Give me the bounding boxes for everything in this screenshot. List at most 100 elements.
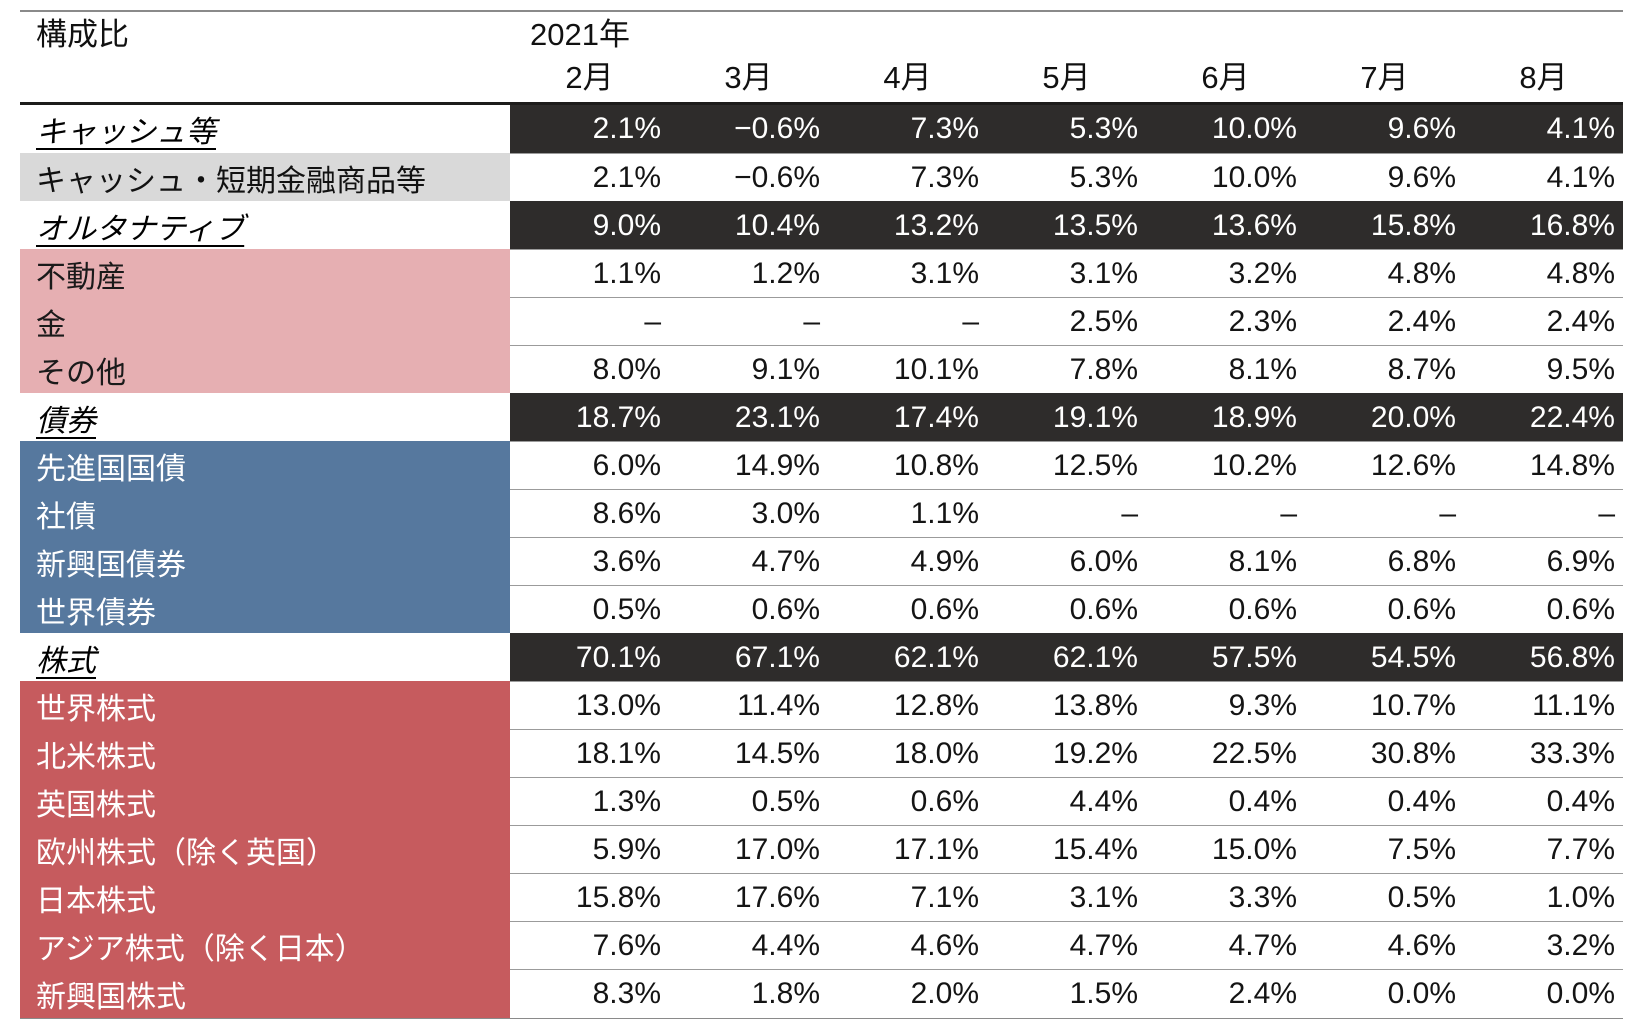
row-label: 株式	[20, 633, 510, 682]
value-cell: 3.0%	[669, 489, 828, 538]
value-cell: 8.3%	[510, 969, 669, 1018]
value-cell: 67.1%	[669, 633, 828, 682]
value-cell: 9.3%	[1146, 681, 1305, 730]
value-cell: 0.6%	[669, 585, 828, 634]
value-cell: 4.7%	[1146, 921, 1305, 970]
value-cell: 4.8%	[1464, 249, 1623, 298]
value-cell: 3.6%	[510, 537, 669, 586]
table-row: 債券 18.7% 23.1% 17.4% 19.1% 18.9% 20.0% 22.4%	[20, 393, 1623, 442]
month-header: 6月	[1201, 60, 1250, 95]
value-cell: 7.8%	[987, 345, 1146, 394]
value-cell: 33.3%	[1464, 729, 1623, 778]
value-cell: 2.3%	[1146, 297, 1305, 346]
month-header: 5月	[1042, 60, 1091, 95]
value-cell: 2.1%	[510, 153, 669, 202]
value-cell: 0.6%	[1146, 585, 1305, 634]
data-table: 構成比 2021年 2月 3月 4月 5月 6月 7月 8月 キャッシュ等 2.1% −0.6…	[20, 10, 1623, 1019]
row-label: キャッシュ等	[20, 105, 510, 153]
table-row: 世界株式 13.0% 11.4% 12.8% 13.8% 9.3% 10.7% 11.1%	[20, 681, 1623, 730]
value-cell: 6.0%	[987, 537, 1146, 586]
value-cell: 9.5%	[1464, 345, 1623, 394]
value-cell: 10.1%	[828, 345, 987, 394]
row-label: 新興国株式	[20, 969, 510, 1018]
value-cell: 6.8%	[1305, 537, 1464, 586]
row-label: 新興国債券	[20, 537, 510, 586]
value-cell: 14.9%	[669, 441, 828, 490]
value-cell: 1.5%	[987, 969, 1146, 1018]
value-cell: 9.0%	[510, 201, 669, 250]
row-label: 金	[20, 297, 510, 346]
value-cell: 3.2%	[1464, 921, 1623, 970]
row-label: 欧州株式（除く英国）	[20, 825, 510, 874]
value-cell: 9.6%	[1305, 153, 1464, 202]
value-cell: 16.8%	[1464, 201, 1623, 250]
table-row: 社債 8.6% 3.0% 1.1% – – – –	[20, 489, 1623, 538]
value-cell: 0.5%	[1305, 873, 1464, 922]
value-cell: 8.7%	[1305, 345, 1464, 394]
value-cell: 22.5%	[1146, 729, 1305, 778]
value-cell: 1.8%	[669, 969, 828, 1018]
value-cell: 3.1%	[987, 249, 1146, 298]
value-cell: 19.1%	[987, 393, 1146, 442]
value-cell: 5.9%	[510, 825, 669, 874]
value-cell: 0.6%	[828, 585, 987, 634]
value-cell: 7.3%	[828, 153, 987, 202]
value-cell: 30.8%	[1305, 729, 1464, 778]
value-cell: 10.8%	[828, 441, 987, 490]
value-cell: 17.6%	[669, 873, 828, 922]
table-row: アジア株式（除く日本） 7.6% 4.4% 4.6% 4.7% 4.7% 4.6% 3.2%	[20, 921, 1623, 970]
row-label: 債券	[20, 393, 510, 442]
table-row: 新興国債券 3.6% 4.7% 4.9% 6.0% 8.1% 6.8% 6.9%	[20, 537, 1623, 586]
value-cell: 14.5%	[669, 729, 828, 778]
value-cell: 13.5%	[987, 201, 1146, 250]
value-cell: 3.3%	[1146, 873, 1305, 922]
row-label: 世界債券	[20, 585, 510, 634]
value-cell: 18.7%	[510, 393, 669, 442]
value-cell: –	[510, 297, 669, 346]
table-row: 株式 70.1% 67.1% 62.1% 62.1% 57.5% 54.5% 56.8%	[20, 633, 1623, 682]
value-cell: 1.1%	[510, 249, 669, 298]
value-cell: 8.6%	[510, 489, 669, 538]
month-header: 2月	[565, 60, 614, 95]
value-cell: 15.8%	[510, 873, 669, 922]
value-cell: 17.0%	[669, 825, 828, 874]
table-row: 英国株式 1.3% 0.5% 0.6% 4.4% 0.4% 0.4% 0.4%	[20, 777, 1623, 826]
value-cell: 2.4%	[1464, 297, 1623, 346]
value-cell: 1.0%	[1464, 873, 1623, 922]
value-cell: 7.1%	[828, 873, 987, 922]
table-row: 先進国国債 6.0% 14.9% 10.8% 12.5% 10.2% 12.6% 14.8%	[20, 441, 1623, 490]
value-cell: 18.9%	[1146, 393, 1305, 442]
table-header-top: 構成比 2021年	[20, 12, 1623, 57]
value-cell: 13.6%	[1146, 201, 1305, 250]
value-cell: 12.5%	[987, 441, 1146, 490]
row-label: オルタナティブ	[20, 201, 510, 250]
table-row: オルタナティブ 9.0% 10.4% 13.2% 13.5% 13.6% 15.8% 16.…	[20, 201, 1623, 250]
row-label: 北米株式	[20, 729, 510, 778]
value-cell: 62.1%	[828, 633, 987, 682]
month-header: 4月	[883, 60, 932, 95]
value-cell: 17.4%	[828, 393, 987, 442]
value-cell: −0.6%	[669, 105, 828, 153]
value-cell: 4.8%	[1305, 249, 1464, 298]
value-cell: –	[1146, 489, 1305, 538]
value-cell: 7.7%	[1464, 825, 1623, 874]
value-cell: 7.3%	[828, 105, 987, 153]
value-cell: 7.6%	[510, 921, 669, 970]
row-label: 社債	[20, 489, 510, 538]
value-cell: 9.6%	[1305, 105, 1464, 153]
value-cell: 10.2%	[1146, 441, 1305, 490]
value-cell: 13.2%	[828, 201, 987, 250]
value-cell: 62.1%	[987, 633, 1146, 682]
table-title: 構成比	[36, 17, 129, 52]
value-cell: 12.8%	[828, 681, 987, 730]
value-cell: –	[1464, 489, 1623, 538]
value-cell: 8.1%	[1146, 345, 1305, 394]
value-cell: 6.0%	[510, 441, 669, 490]
value-cell: 10.0%	[1146, 153, 1305, 202]
table-body: キャッシュ等 2.1% −0.6% 7.3% 5.3% 10.0% 9.6% 4.1% キャ…	[20, 105, 1623, 1018]
value-cell: 15.4%	[987, 825, 1146, 874]
value-cell: 11.1%	[1464, 681, 1623, 730]
value-cell: 2.4%	[1146, 969, 1305, 1018]
value-cell: 5.3%	[987, 153, 1146, 202]
value-cell: 57.5%	[1146, 633, 1305, 682]
